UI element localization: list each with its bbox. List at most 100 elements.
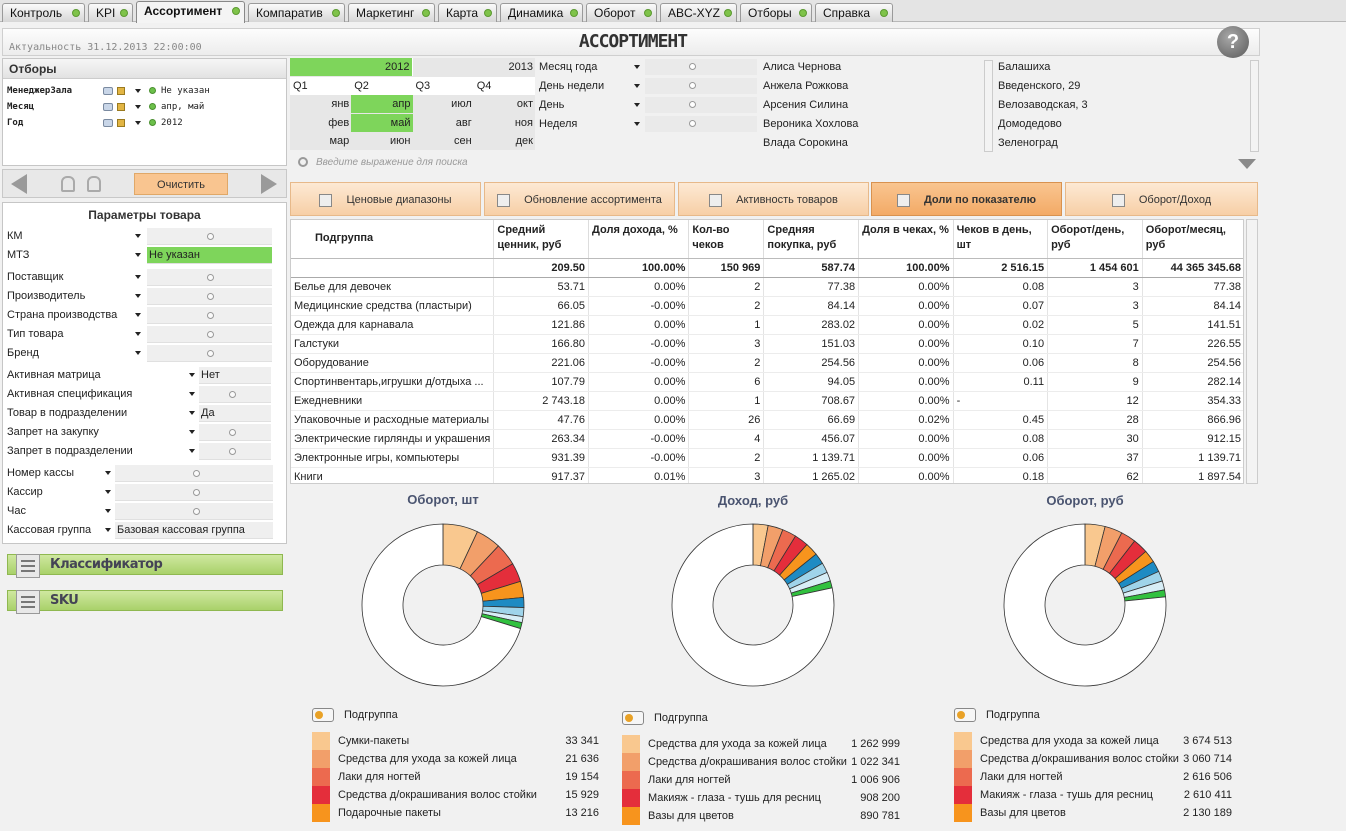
param-select[interactable] bbox=[199, 424, 271, 441]
legend-item[interactable]: Средства д/окрашивания волос стойки 3 060… bbox=[954, 750, 1232, 768]
month-cell[interactable]: окт bbox=[516, 98, 533, 110]
chevron-down-icon[interactable] bbox=[634, 84, 640, 88]
eraser-icon[interactable] bbox=[103, 119, 113, 127]
section-1[interactable]: Классификатор bbox=[7, 554, 283, 578]
unlock-icon[interactable] bbox=[87, 176, 101, 192]
table-row[interactable]: Спортинвентарь,игрушки д/отдыха ... 107.7… bbox=[291, 372, 1243, 392]
month-cell[interactable]: дек bbox=[515, 135, 533, 147]
eraser-icon[interactable] bbox=[103, 87, 113, 95]
month-cell[interactable]: ноя bbox=[514, 116, 533, 129]
help-button[interactable]: ? bbox=[1217, 26, 1249, 58]
search-input[interactable]: Введите выражение для поиска bbox=[296, 154, 1246, 172]
month-cell[interactable]: янв bbox=[331, 98, 350, 110]
table-row[interactable]: Электронные игры, компьютеры 931.39 -0.00%… bbox=[291, 448, 1243, 468]
param-row[interactable]: КМ bbox=[7, 227, 277, 246]
expand-down-icon[interactable] bbox=[1238, 159, 1256, 169]
chevron-down-icon[interactable] bbox=[105, 509, 111, 513]
table-row[interactable]: Электрические гирлянды и украшения 263.34… bbox=[291, 429, 1243, 449]
quarter-cell[interactable]: Q1 bbox=[290, 77, 352, 95]
param-select[interactable] bbox=[199, 386, 271, 403]
legend-item[interactable]: Средства д/окрашивания волос стойки 1 022… bbox=[622, 753, 900, 771]
table-row[interactable]: Упаковочные и расходные материалы 47.76 0.… bbox=[291, 410, 1243, 430]
lock-icon[interactable] bbox=[117, 103, 125, 111]
table-row[interactable]: Одежда для карнавала 121.86 0.00% 1 283.02 0.… bbox=[291, 315, 1243, 335]
list-item[interactable]: Влада Сорокина bbox=[763, 137, 848, 149]
table-row[interactable]: Белье для девочек 53.71 0.00% 2 77.38 0.00% 0.… bbox=[291, 277, 1243, 297]
tab-6[interactable]: Карта bbox=[438, 3, 497, 22]
legend-item[interactable]: Макияж - глаза - тушь для ресниц 908 200 bbox=[622, 789, 900, 807]
tab-2[interactable]: KPI bbox=[88, 3, 133, 22]
legend-header[interactable]: Подгруппа bbox=[312, 708, 398, 722]
param-row[interactable]: Товар в подразделении Да bbox=[7, 404, 277, 423]
list-item[interactable]: Вероника Хохлова bbox=[763, 118, 859, 130]
legend-item[interactable]: Вазы для цветов 890 781 bbox=[622, 807, 900, 825]
param-select[interactable] bbox=[147, 345, 272, 362]
param-row[interactable]: Бренд bbox=[7, 344, 277, 363]
column-header[interactable]: Оборот/месяц, руб bbox=[1142, 220, 1243, 259]
param-row[interactable]: Страна производства bbox=[7, 306, 277, 325]
legend-item[interactable]: Лаки для ногтей 19 154 bbox=[312, 768, 599, 786]
legend-item[interactable]: Средства для ухода за кожей лица 1 262 99… bbox=[622, 735, 900, 753]
tab-4[interactable]: Компаратив bbox=[248, 3, 345, 22]
param-row[interactable]: Запрет в подразделении bbox=[7, 442, 277, 461]
time-selector-field[interactable] bbox=[645, 97, 757, 113]
column-header[interactable]: Доля в чеках, % bbox=[858, 220, 954, 259]
tab-11[interactable]: Справка bbox=[815, 3, 893, 22]
time-selector[interactable]: День bbox=[537, 96, 759, 114]
legend-item[interactable]: Сумки-пакеты 33 341 bbox=[312, 732, 599, 750]
cycle-icon[interactable] bbox=[312, 708, 334, 722]
param-select[interactable] bbox=[147, 288, 272, 305]
param-select[interactable] bbox=[147, 269, 272, 286]
filter-row[interactable]: МенеджерЗала Не указан bbox=[7, 84, 282, 98]
eraser-icon[interactable] bbox=[103, 103, 113, 111]
chevron-down-icon[interactable] bbox=[135, 253, 141, 257]
param-select[interactable] bbox=[147, 326, 272, 343]
view-button-4[interactable]: Доли по показателю bbox=[871, 182, 1062, 216]
param-row[interactable]: Активная спецификация bbox=[7, 385, 277, 404]
table-row[interactable]: Галстуки 166.80 -0.00% 3 151.03 0.00% 0.10 7 226… bbox=[291, 334, 1243, 354]
column-header[interactable]: Чеков в день, шт bbox=[953, 220, 1049, 259]
view-button-3[interactable]: Активность товаров bbox=[678, 182, 869, 216]
chevron-down-icon[interactable] bbox=[634, 122, 640, 126]
time-selector-field[interactable] bbox=[645, 116, 757, 132]
legend-item[interactable]: Вазы для цветов 2 130 189 bbox=[954, 804, 1232, 822]
param-row[interactable]: Час bbox=[7, 502, 277, 521]
param-row[interactable]: Производитель bbox=[7, 287, 277, 306]
time-selector-field[interactable] bbox=[645, 78, 757, 94]
column-header[interactable]: Кол-во чеков bbox=[688, 220, 765, 259]
column-header[interactable]: Оборот/день, руб bbox=[1047, 220, 1143, 259]
param-row[interactable]: Поставщик bbox=[7, 268, 277, 287]
list-item[interactable]: Анжела Рожкова bbox=[763, 80, 849, 92]
legend-item[interactable]: Средства для ухода за кожей лица 21 636 bbox=[312, 750, 599, 768]
lock-icon[interactable] bbox=[117, 87, 125, 95]
chevron-down-icon[interactable] bbox=[189, 430, 195, 434]
legend-item[interactable]: Средства д/окрашивания волос стойки 15 92… bbox=[312, 786, 599, 804]
legend-item[interactable]: Лаки для ногтей 1 006 906 bbox=[622, 771, 900, 789]
chevron-down-icon[interactable] bbox=[135, 121, 141, 125]
legend-item[interactable]: Макияж - глаза - тушь для ресниц 2 610 41… bbox=[954, 786, 1232, 804]
chevron-down-icon[interactable] bbox=[634, 65, 640, 69]
param-select[interactable] bbox=[115, 503, 273, 520]
scrollbar[interactable] bbox=[984, 60, 993, 152]
clear-button[interactable]: Очистить bbox=[134, 173, 228, 195]
param-select[interactable] bbox=[147, 228, 272, 245]
forward-arrow-icon[interactable] bbox=[261, 174, 277, 194]
column-header[interactable]: Подгруппа bbox=[291, 220, 495, 259]
view-button-5[interactable]: Оборот/Доход bbox=[1065, 182, 1258, 216]
param-select[interactable] bbox=[199, 443, 271, 460]
chart-slice-rest[interactable] bbox=[671, 523, 835, 687]
param-select[interactable]: Нет bbox=[199, 367, 271, 384]
list-item[interactable]: Арсения Силина bbox=[763, 99, 849, 111]
param-select[interactable]: Да bbox=[199, 405, 271, 422]
year-cell[interactable]: 2012 bbox=[290, 58, 413, 76]
chevron-down-icon[interactable] bbox=[135, 105, 141, 109]
tab-10[interactable]: Отборы bbox=[740, 3, 812, 22]
column-header[interactable]: Средний ценник, руб bbox=[493, 220, 590, 259]
month-cell[interactable]: сен bbox=[454, 135, 472, 147]
cycle-icon[interactable] bbox=[954, 708, 976, 722]
table-row[interactable]: Книги 917.37 0.01% 3 1 265.02 0.00% 0.18 62 1 89… bbox=[291, 467, 1243, 483]
tab-7[interactable]: Динамика bbox=[500, 3, 583, 22]
legend-item[interactable]: Лаки для ногтей 2 616 506 bbox=[954, 768, 1232, 786]
param-select[interactable] bbox=[115, 465, 273, 482]
legend-item[interactable]: Средства для ухода за кожей лица 3 674 51… bbox=[954, 732, 1232, 750]
